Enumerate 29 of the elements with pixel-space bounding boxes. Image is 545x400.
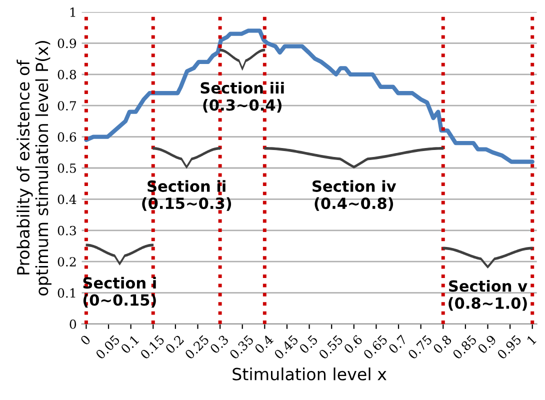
x-tick-label: 0.2 <box>164 334 184 354</box>
y-axis-title: Probability of existence of optimum stimulation level P(x) <box>16 41 52 296</box>
y-tick-label: 0.4 <box>58 194 76 204</box>
y-tick-label: 0 <box>70 319 76 329</box>
x-tick-label: 0.8 <box>432 334 452 354</box>
x-tick-label: 0.4 <box>254 334 274 354</box>
annotation: Section iv (0.4~0.8) <box>312 180 396 211</box>
x-axis-title: Stimulation level x <box>232 368 386 380</box>
y-tick-label: 0.8 <box>58 70 76 80</box>
y-tick-label: 0.1 <box>58 288 76 298</box>
x-tick-label: 0.1 <box>120 335 140 354</box>
x-tick-label: 0.6 <box>343 334 363 354</box>
x-tick-label: 0 <box>80 334 91 346</box>
y-tick-label: 0.9 <box>58 38 76 48</box>
x-tick-label: 0.5 <box>298 334 318 354</box>
x-tick-label: 1 <box>526 335 536 345</box>
y-tick-label: 0.6 <box>58 132 76 142</box>
line-series <box>84 28 534 164</box>
y-tick-label: 1 <box>70 7 76 17</box>
x-tick-label: 0.3 <box>209 334 229 354</box>
y-tick-label: 0.7 <box>58 101 76 111</box>
annotation: Section iii (0.3~0.4) <box>200 82 284 113</box>
y-tick-label: 0.3 <box>58 226 76 236</box>
x-tick-label: 0.7 <box>388 334 408 354</box>
annotation: Section ii (0.15~0.3) <box>142 180 232 211</box>
y-tick-label: 0.5 <box>58 163 76 173</box>
y-tick-label: 0.2 <box>58 257 76 267</box>
x-tick-label: 0.9 <box>477 334 497 354</box>
annotation: Section v (0.8~1.0) <box>448 280 528 311</box>
